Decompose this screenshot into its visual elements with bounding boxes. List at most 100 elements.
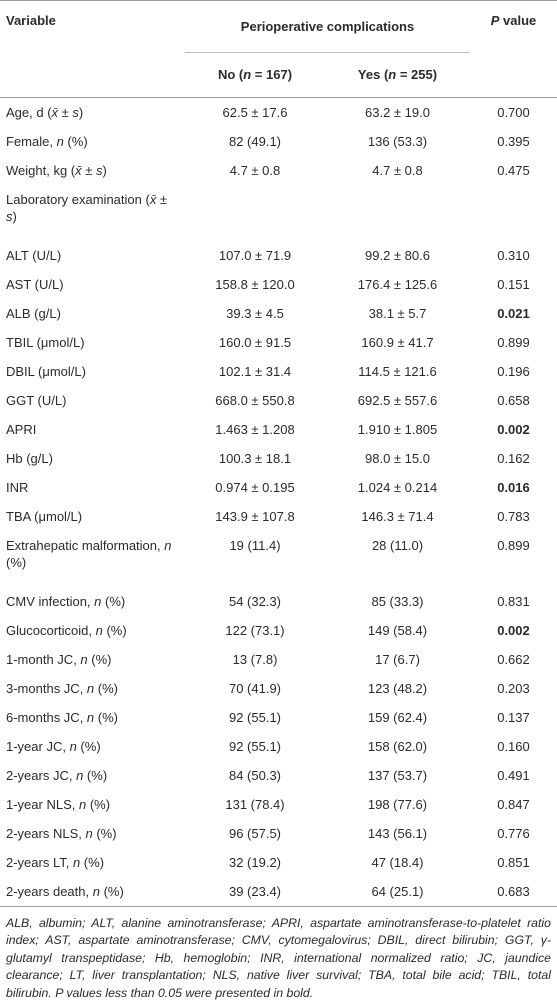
footnote: ALB, albumin; ALT, alanine aminotransfer… <box>0 907 557 1002</box>
text-part: Weight, kg ( <box>6 163 75 178</box>
variable-cell: CMV infection, n (%) <box>0 587 185 616</box>
no-cell: 107.0 ± 71.9 <box>185 241 325 270</box>
yes-cell: 159 (62.4) <box>325 703 470 732</box>
text-part: 2-years death, <box>6 884 93 899</box>
text-part: INR <box>6 480 28 495</box>
no-cell: 668.0 ± 550.8 <box>185 386 325 415</box>
text-part: (%) <box>94 681 118 696</box>
no-cell: 84 (50.3) <box>185 761 325 790</box>
text-part: TBIL (μmol/L) <box>6 335 85 350</box>
table-row: 1-year NLS, n (%)131 (78.4)198 (77.6)0.8… <box>0 790 557 819</box>
variable-cell: 2-years NLS, n (%) <box>0 819 185 848</box>
yes-cell: 85 (33.3) <box>325 587 470 616</box>
text-part: ± <box>82 163 96 178</box>
yes-cell: 4.7 ± 0.8 <box>325 156 470 185</box>
no-cell <box>185 185 325 241</box>
text-part: n <box>85 826 92 841</box>
text-part: 6-months JC, <box>6 710 87 725</box>
variable-cell: 2-years LT, n (%) <box>0 848 185 877</box>
text-part: n <box>80 652 87 667</box>
table-row: Laboratory examination (x̄ ± s) <box>0 185 557 241</box>
yes-cell: 47 (18.4) <box>325 848 470 877</box>
p-cell: 0.021 <box>470 299 557 328</box>
text-part: ALB (g/L) <box>6 306 61 321</box>
text-part: Female, <box>6 134 57 149</box>
no-cell: 82 (49.1) <box>185 127 325 156</box>
yes-cell: 160.9 ± 41.7 <box>325 328 470 357</box>
p-cell: 0.783 <box>470 502 557 531</box>
p-cell: 0.899 <box>470 328 557 357</box>
text-part: n <box>243 67 251 82</box>
no-cell: 19 (11.4) <box>185 531 325 587</box>
p-cell: 0.899 <box>470 531 557 587</box>
p-cell: 0.002 <box>470 616 557 645</box>
text-part: n <box>93 884 100 899</box>
variable-cell: TBA (μmol/L) <box>0 502 185 531</box>
p-cell: 0.160 <box>470 732 557 761</box>
p-cell <box>470 185 557 241</box>
variable-cell: ALB (g/L) <box>0 299 185 328</box>
text-part: (%) <box>93 826 117 841</box>
table-row: 3-months JC, n (%)70 (41.9)123 (48.2)0.2… <box>0 674 557 703</box>
variable-cell: Weight, kg (x̄ ± s) <box>0 156 185 185</box>
text-part: Laboratory examination ( <box>6 192 150 207</box>
yes-cell: 17 (6.7) <box>325 645 470 674</box>
variable-cell: Hb (g/L) <box>0 444 185 473</box>
header-no: No (n = 167) <box>185 52 325 97</box>
table-row: Glucocorticoid, n (%)122 (73.1)149 (58.4… <box>0 616 557 645</box>
text-part: DBIL (μmol/L) <box>6 364 86 379</box>
text-part: (%) <box>83 768 107 783</box>
yes-cell: 136 (53.3) <box>325 127 470 156</box>
text-part: ALT (U/L) <box>6 248 61 263</box>
variable-cell: GGT (U/L) <box>0 386 185 415</box>
yes-cell: 99.2 ± 80.6 <box>325 241 470 270</box>
text-part: ) <box>102 163 106 178</box>
variable-cell: INR <box>0 473 185 502</box>
no-cell: 4.7 ± 0.8 <box>185 156 325 185</box>
no-cell: 158.8 ± 120.0 <box>185 270 325 299</box>
text-part: GGT (U/L) <box>6 393 66 408</box>
yes-cell: 146.3 ± 71.4 <box>325 502 470 531</box>
text-part: = 255) <box>396 67 437 82</box>
table-row: Extrahepatic malformation, n (%)19 (11.4… <box>0 531 557 587</box>
no-cell: 1.463 ± 1.208 <box>185 415 325 444</box>
text-part: (%) <box>103 623 127 638</box>
text-part: Age, d ( <box>6 105 52 120</box>
text-part: 1-year JC, <box>6 739 70 754</box>
p-cell: 0.151 <box>470 270 557 299</box>
variable-cell: 1-year JC, n (%) <box>0 732 185 761</box>
p-cell: 0.196 <box>470 357 557 386</box>
header-group: Perioperative complications <box>185 1 470 53</box>
yes-cell: 38.1 ± 5.7 <box>325 299 470 328</box>
p-cell: 0.002 <box>470 415 557 444</box>
no-cell: 96 (57.5) <box>185 819 325 848</box>
variable-cell: TBIL (μmol/L) <box>0 328 185 357</box>
yes-cell: 143 (56.1) <box>325 819 470 848</box>
table-row: 1-month JC, n (%)13 (7.8)17 (6.7)0.662 <box>0 645 557 674</box>
variable-cell: Glucocorticoid, n (%) <box>0 616 185 645</box>
p-cell: 0.137 <box>470 703 557 732</box>
table-row: 2-years LT, n (%)32 (19.2)47 (18.4)0.851 <box>0 848 557 877</box>
table-row: 2-years JC, n (%)84 (50.3)137 (53.7)0.49… <box>0 761 557 790</box>
p-cell: 0.162 <box>470 444 557 473</box>
text-part: CMV infection, <box>6 594 94 609</box>
variable-cell: 6-months JC, n (%) <box>0 703 185 732</box>
table: Variable Perioperative complications P v… <box>0 0 557 907</box>
yes-cell: 1.910 ± 1.805 <box>325 415 470 444</box>
no-cell: 54 (32.3) <box>185 587 325 616</box>
header-variable: Variable <box>0 1 185 53</box>
table-row: 2-years NLS, n (%)96 (57.5)143 (56.1)0.7… <box>0 819 557 848</box>
no-cell: 143.9 ± 107.8 <box>185 502 325 531</box>
text-part: (%) <box>6 555 26 570</box>
variable-cell: Female, n (%) <box>0 127 185 156</box>
header-yes: Yes (n = 255) <box>325 52 470 97</box>
no-cell: 62.5 ± 17.6 <box>185 97 325 127</box>
p-cell: 0.016 <box>470 473 557 502</box>
no-cell: 0.974 ± 0.195 <box>185 473 325 502</box>
